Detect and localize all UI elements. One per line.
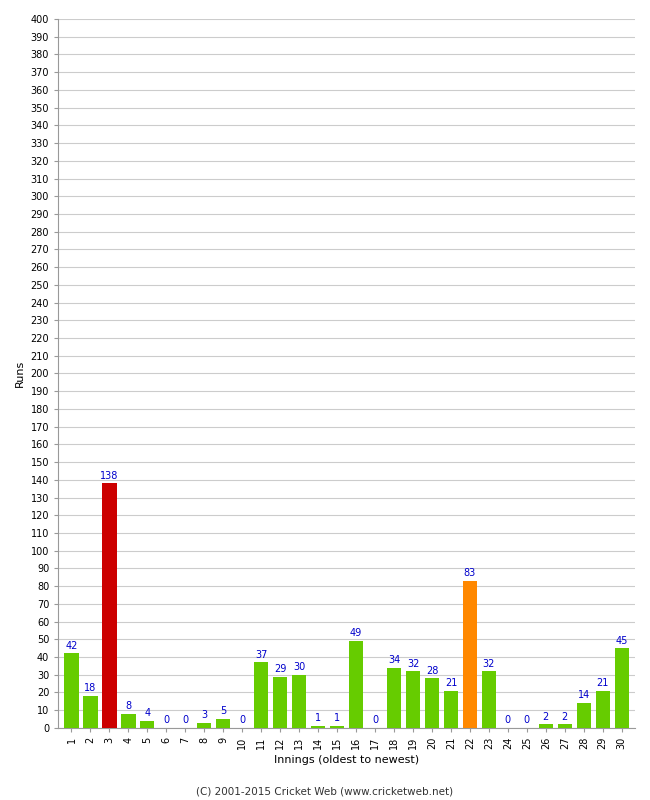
- Bar: [577, 703, 591, 728]
- Text: 2: 2: [562, 712, 568, 722]
- Bar: [387, 668, 401, 728]
- Bar: [140, 721, 155, 728]
- Text: 3: 3: [202, 710, 207, 720]
- Bar: [615, 648, 629, 728]
- Bar: [83, 696, 98, 728]
- Bar: [463, 581, 477, 728]
- Y-axis label: Runs: Runs: [15, 360, 25, 387]
- Bar: [425, 678, 439, 728]
- Text: 21: 21: [445, 678, 457, 688]
- Text: 28: 28: [426, 666, 438, 676]
- Bar: [595, 690, 610, 728]
- Bar: [102, 483, 116, 728]
- Text: 0: 0: [372, 715, 378, 726]
- Bar: [122, 714, 135, 728]
- Text: 1: 1: [334, 714, 340, 723]
- Bar: [482, 671, 496, 728]
- Bar: [444, 690, 458, 728]
- Bar: [273, 677, 287, 728]
- Bar: [539, 724, 553, 728]
- Text: 49: 49: [350, 629, 362, 638]
- Bar: [292, 674, 306, 728]
- Text: 5: 5: [220, 706, 226, 716]
- Text: 21: 21: [597, 678, 609, 688]
- Bar: [216, 719, 230, 728]
- Bar: [349, 641, 363, 728]
- Text: 30: 30: [293, 662, 306, 672]
- Text: 1: 1: [315, 714, 321, 723]
- Text: 0: 0: [524, 715, 530, 726]
- Text: 29: 29: [274, 664, 287, 674]
- Text: 32: 32: [407, 658, 419, 669]
- Text: 37: 37: [255, 650, 267, 660]
- X-axis label: Innings (oldest to newest): Innings (oldest to newest): [274, 755, 419, 765]
- Bar: [558, 724, 572, 728]
- Bar: [330, 726, 344, 728]
- Text: 45: 45: [616, 635, 628, 646]
- Bar: [254, 662, 268, 728]
- Text: 42: 42: [65, 641, 78, 651]
- Text: 8: 8: [125, 701, 131, 711]
- Text: 83: 83: [464, 568, 476, 578]
- Text: 138: 138: [100, 470, 118, 481]
- Bar: [311, 726, 325, 728]
- Text: 18: 18: [84, 683, 97, 694]
- Text: 4: 4: [144, 708, 150, 718]
- Text: 0: 0: [163, 715, 170, 726]
- Bar: [64, 654, 79, 728]
- Text: 34: 34: [388, 655, 400, 665]
- Bar: [406, 671, 420, 728]
- Text: 0: 0: [239, 715, 245, 726]
- Text: (C) 2001-2015 Cricket Web (www.cricketweb.net): (C) 2001-2015 Cricket Web (www.cricketwe…: [196, 786, 454, 796]
- Text: 14: 14: [578, 690, 590, 701]
- Bar: [197, 722, 211, 728]
- Text: 0: 0: [505, 715, 511, 726]
- Text: 0: 0: [182, 715, 188, 726]
- Text: 2: 2: [543, 712, 549, 722]
- Text: 32: 32: [483, 658, 495, 669]
